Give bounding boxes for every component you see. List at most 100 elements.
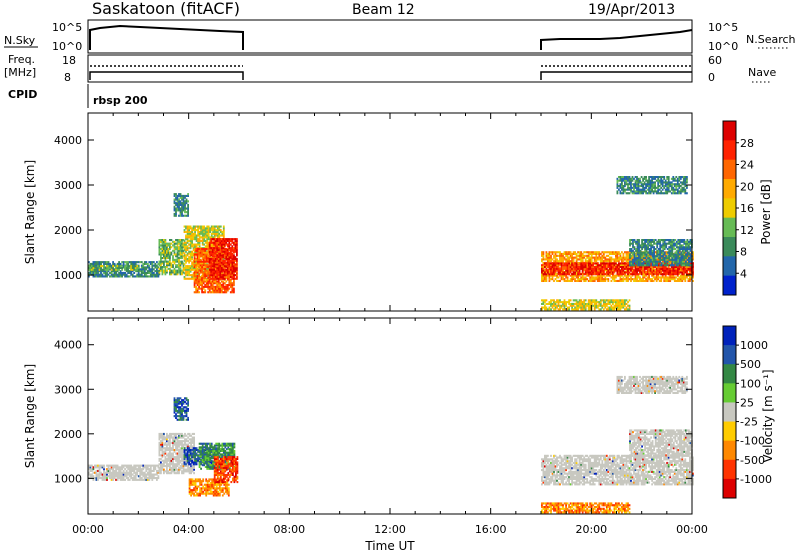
power-cell <box>666 177 669 180</box>
power-cell <box>669 279 672 282</box>
power-cell <box>566 251 569 254</box>
power-cell <box>548 260 551 263</box>
power-cell <box>208 274 211 277</box>
power-cell <box>619 276 622 279</box>
power-cell <box>584 267 587 270</box>
power-cell <box>121 273 123 276</box>
power-cell <box>179 251 182 254</box>
power-cell <box>596 273 599 276</box>
power-cell <box>231 261 234 264</box>
power-cell <box>109 275 111 278</box>
power-cell <box>653 255 655 258</box>
power-cell <box>587 254 590 257</box>
power-cell <box>658 179 661 182</box>
power-cell <box>650 246 652 249</box>
power-cell <box>194 245 196 248</box>
power-cell <box>649 181 652 184</box>
power-cell <box>211 287 214 290</box>
power-cell <box>234 250 237 253</box>
power-cell <box>211 263 214 266</box>
power-cell <box>109 268 111 271</box>
power-cell <box>146 262 149 265</box>
power-cell <box>173 214 176 217</box>
power-cell <box>668 248 671 251</box>
power-cell <box>223 291 226 294</box>
power-cell <box>233 266 235 269</box>
power-cell <box>649 176 652 179</box>
power-cell <box>643 267 646 270</box>
power-cell <box>208 280 211 283</box>
power-cell <box>236 275 238 278</box>
power-cell <box>560 266 563 269</box>
power-cell <box>687 254 690 257</box>
power-cell <box>647 264 649 267</box>
power-cell <box>629 257 631 260</box>
power-cell <box>652 276 655 279</box>
power-cell <box>680 240 683 243</box>
power-cell <box>590 271 593 274</box>
power-cell <box>663 271 666 274</box>
power-cell <box>569 264 572 267</box>
power-cell <box>669 246 672 249</box>
power-cell <box>216 227 219 230</box>
power-cell <box>569 256 572 259</box>
power-cell <box>216 272 219 275</box>
power-cell <box>201 255 203 258</box>
power-cell <box>125 262 128 265</box>
power-cell <box>608 256 611 259</box>
power-cell <box>220 277 223 280</box>
power-cell <box>188 277 190 280</box>
power-cell <box>653 260 655 263</box>
power-cell <box>169 242 171 245</box>
power-cell <box>550 273 552 276</box>
power-cell <box>580 260 583 263</box>
power-cell <box>575 264 578 267</box>
power-cell <box>208 257 211 260</box>
power-cell <box>692 264 694 267</box>
power-cell <box>644 242 646 245</box>
power-cell <box>170 273 173 276</box>
power-cell <box>672 264 675 267</box>
power-cell <box>578 263 581 266</box>
noise-search-trace <box>540 29 693 50</box>
power-cell <box>554 271 557 274</box>
power-cell <box>668 251 671 254</box>
power-cell <box>569 252 572 255</box>
power-cell <box>202 264 205 267</box>
power-cell <box>115 270 117 273</box>
power-cell <box>636 185 638 188</box>
power-cell <box>645 274 647 277</box>
power-cell <box>654 266 656 269</box>
power-cell <box>613 276 616 279</box>
power-cell <box>677 251 680 254</box>
power-cell <box>175 266 177 269</box>
power-cell <box>214 275 217 278</box>
power-cell <box>654 185 656 188</box>
power-cell <box>664 252 667 255</box>
power-cell <box>173 260 176 263</box>
power-cell <box>205 273 208 276</box>
power-cell <box>231 282 234 285</box>
power-cell <box>667 271 670 274</box>
power-cell <box>194 238 196 241</box>
power-cell <box>655 267 658 270</box>
power-cell <box>182 198 185 201</box>
power-cell <box>119 270 122 273</box>
power-cell <box>660 246 663 249</box>
power-cell <box>208 268 211 271</box>
power-cell <box>571 274 573 277</box>
power-cell <box>657 251 660 254</box>
power-cell <box>685 240 687 243</box>
power-cell <box>580 262 583 265</box>
power-cell <box>663 260 666 263</box>
power-cell <box>625 188 628 191</box>
power-cell <box>212 225 215 228</box>
power-cell <box>681 274 684 277</box>
power-cell <box>198 284 200 287</box>
power-cell <box>175 207 177 210</box>
power-cell <box>687 267 690 270</box>
power-cell <box>556 258 558 261</box>
power-cell <box>219 266 222 269</box>
power-cell <box>166 262 168 265</box>
power-cell <box>554 264 557 267</box>
